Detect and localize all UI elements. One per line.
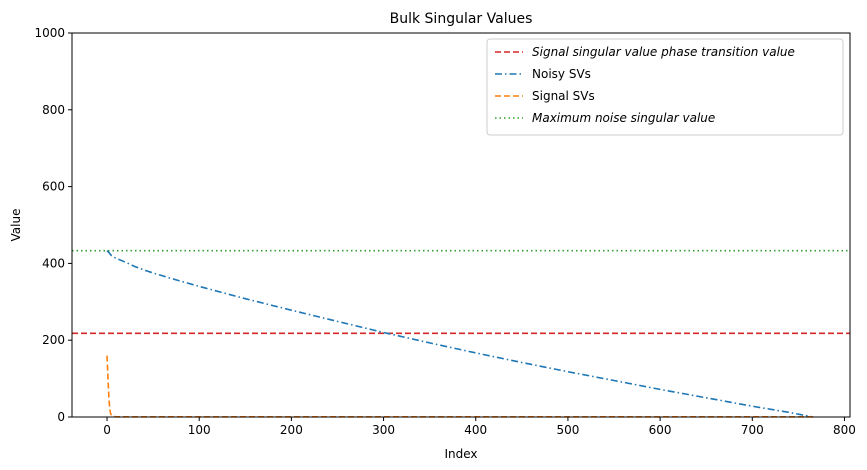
series-noisy-svs xyxy=(106,250,814,418)
y-axis-label: Value xyxy=(9,209,23,242)
legend-box xyxy=(486,38,844,136)
legend-label-signal-singular-value-phase-transition-value: Signal singular value phase transition v… xyxy=(532,45,795,59)
legend-label-maximum-noise-singular-value: Maximum noise singular value xyxy=(532,111,715,125)
plot-content xyxy=(72,249,850,418)
y-tick-label: 0 xyxy=(57,410,65,424)
y-tick-label: 600 xyxy=(42,180,65,194)
y-tick-label: 400 xyxy=(42,256,65,270)
y-tick-label: 1000 xyxy=(34,26,65,40)
x-tick-label: 500 xyxy=(556,423,579,437)
x-tick-label: 800 xyxy=(833,423,856,437)
x-tick-label: 100 xyxy=(188,423,211,437)
x-tick-label: 0 xyxy=(103,423,111,437)
x-tick-label: 400 xyxy=(464,423,487,437)
legend-label-signal-svs: Signal SVs xyxy=(532,89,595,103)
x-tick-label: 700 xyxy=(741,423,764,437)
x-axis-label: Index xyxy=(444,447,477,461)
legend-label-noisy-svs: Noisy SVs xyxy=(532,67,591,81)
plot-frame xyxy=(71,32,851,418)
x-axis-ticks: 0 100 200 300 400 500 600 700 800 xyxy=(103,417,856,437)
y-tick-label: 200 xyxy=(42,333,65,347)
y-tick-label: 800 xyxy=(42,103,65,117)
x-tick-label: 300 xyxy=(372,423,395,437)
chart-title: Bulk Singular Values xyxy=(390,11,533,27)
x-tick-label: 600 xyxy=(649,423,672,437)
legend: Signal singular value phase transition v… xyxy=(486,38,844,136)
x-tick-label: 200 xyxy=(280,423,303,437)
y-axis-ticks: 0 200 400 600 800 1000 xyxy=(34,26,72,424)
series-signal-svs xyxy=(106,355,814,418)
